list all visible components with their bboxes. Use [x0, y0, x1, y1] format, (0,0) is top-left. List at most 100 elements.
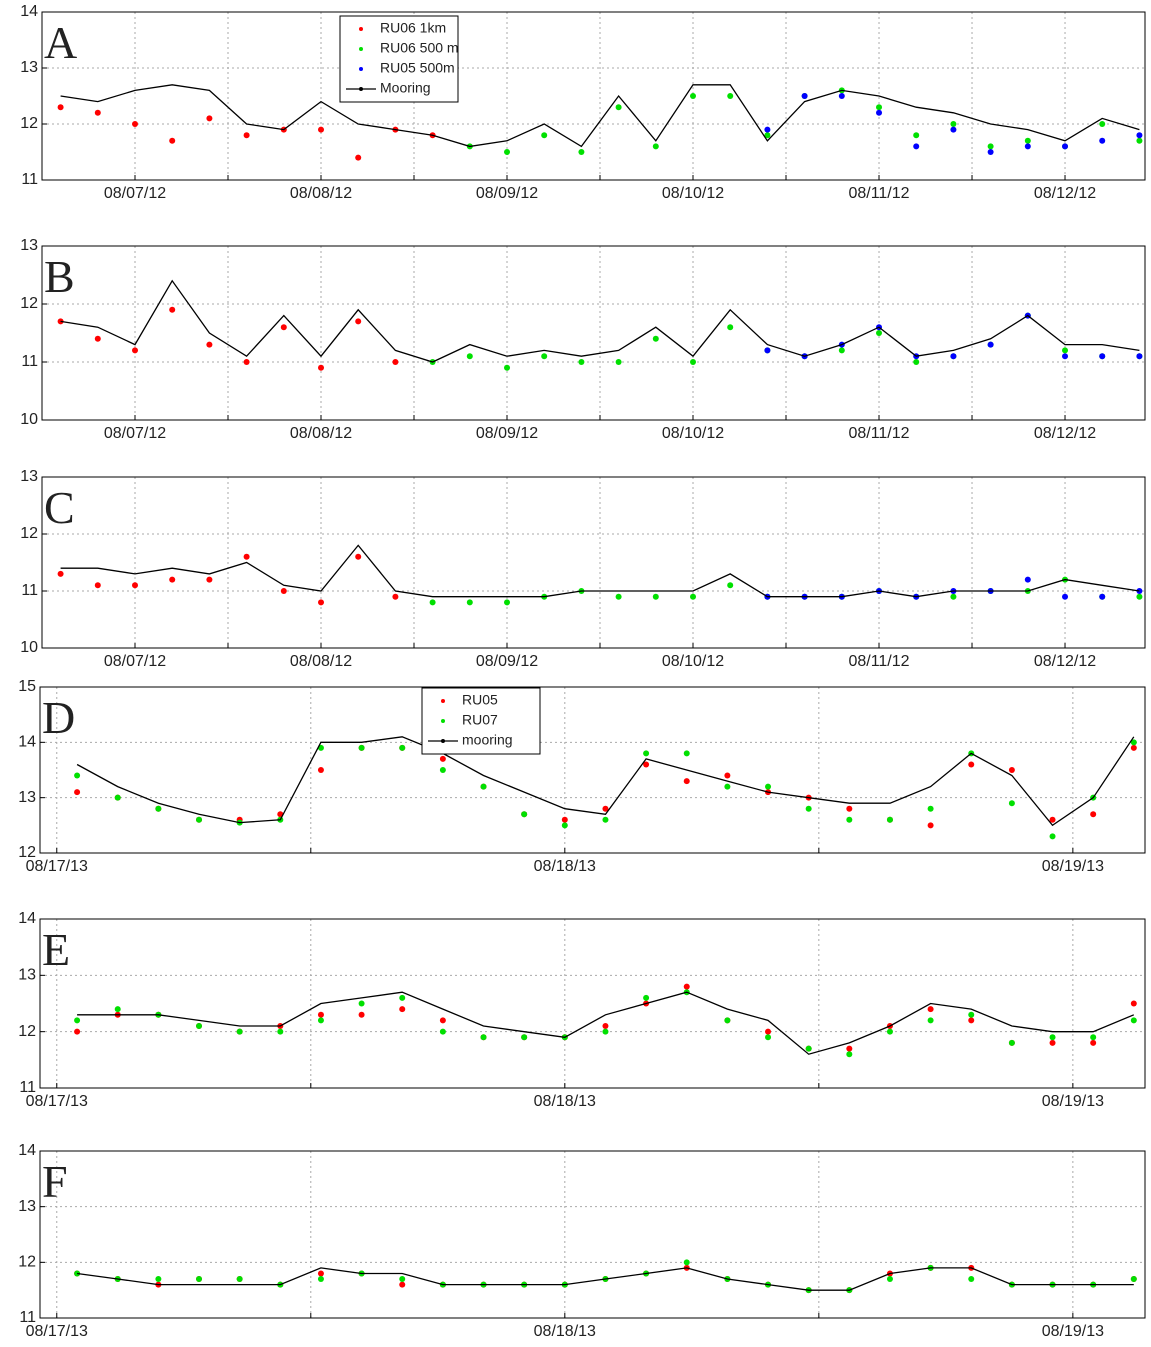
data-point [950, 353, 957, 360]
data-point [317, 1011, 324, 1018]
y-tick-label: 13 [20, 468, 38, 485]
legend-label: RU05 500m [380, 60, 455, 76]
data-point [1099, 593, 1106, 600]
x-tick-label: 08/08/12 [290, 185, 352, 202]
data-point [480, 783, 487, 790]
y-tick-label: 11 [21, 353, 38, 370]
x-tick-label: 08/09/12 [476, 653, 538, 670]
y-tick-label: 13 [20, 59, 38, 76]
data-point [1062, 347, 1069, 354]
data-point [1049, 816, 1056, 823]
data-point [196, 816, 203, 823]
panel: 10 11 12 13 08/07/12 08/08/12 08/09/12 08/10/12… [20, 237, 1146, 442]
x-tick-label: 08/17/13 [26, 1093, 88, 1110]
data-point [280, 588, 287, 594]
data-point [765, 1034, 772, 1041]
data-point [913, 132, 920, 139]
y-tick-label: 13 [18, 789, 36, 806]
data-point [690, 593, 697, 600]
data-point [94, 582, 101, 589]
panel: 11 12 13 14 08/17/13 08/18/13 08/19/13 F [18, 1142, 1146, 1340]
data-point [74, 789, 81, 796]
data-point [987, 143, 994, 150]
data-point [876, 104, 883, 111]
x-tick-label: 08/10/12 [662, 425, 724, 442]
mooring-line [76, 736, 1135, 827]
data-point [1090, 1034, 1097, 1041]
panel: 11 12 13 14 08/17/13 08/18/13 08/19/13 E [18, 910, 1146, 1110]
data-point [132, 582, 139, 589]
data-point [683, 983, 690, 990]
x-tick-label: 08/18/13 [534, 1323, 596, 1340]
data-point [1049, 1039, 1056, 1046]
x-tick-label: 08/18/13 [534, 1093, 596, 1110]
panel-label: E [42, 924, 70, 975]
y-tick-label: 12 [20, 295, 38, 312]
x-tick-label: 08/12/12 [1034, 185, 1096, 202]
data-point [392, 593, 399, 600]
mooring-line [60, 84, 1140, 148]
plot-frame [39, 918, 1146, 1089]
data-point [1008, 800, 1015, 807]
data-point [74, 1270, 81, 1277]
data-point [968, 761, 975, 768]
data-point [1099, 121, 1106, 127]
data-point [1049, 833, 1056, 840]
data-point [57, 570, 64, 577]
data-point [1024, 137, 1031, 144]
data-point [392, 359, 399, 365]
data-point [355, 154, 362, 161]
data-point [74, 1028, 81, 1035]
data-point [968, 1276, 975, 1283]
data-point [399, 1006, 406, 1013]
x-tick-label: 08/08/12 [290, 425, 352, 442]
mooring-line [77, 1267, 1134, 1291]
y-tick-label: 14 [18, 734, 36, 751]
data-point [683, 750, 690, 757]
x-tick-label: 08/19/13 [1042, 1093, 1104, 1110]
data-point [206, 576, 213, 583]
y-tick-label: 10 [20, 639, 38, 656]
data-point [466, 599, 473, 606]
x-tick-label: 08/12/12 [1034, 653, 1096, 670]
data-point [913, 359, 920, 365]
y-tick-label: 12 [18, 1254, 36, 1271]
data-point [950, 121, 957, 127]
data-point [1099, 137, 1106, 144]
legend-label: RU05 [462, 692, 498, 708]
data-point [155, 1276, 162, 1283]
data-point [805, 805, 812, 812]
plot-area [42, 246, 1145, 420]
data-point [317, 1276, 324, 1283]
data-point [196, 1276, 203, 1283]
mooring-line [60, 544, 1140, 598]
data-point [243, 553, 250, 560]
data-point [765, 783, 772, 790]
data-point [399, 744, 406, 751]
data-point [399, 1281, 406, 1288]
data-point [801, 93, 808, 99]
data-point [602, 816, 609, 823]
plot-area [42, 477, 1145, 648]
plot-area [40, 919, 1145, 1088]
panel: 12 13 14 15 08/17/13 08/18/13 08/19/13 D RU05 RU0… [18, 678, 1146, 875]
data-point [169, 137, 176, 144]
panel-label: C [44, 482, 75, 533]
x-tick-label: 08/08/12 [290, 653, 352, 670]
mooring-line [60, 279, 1140, 363]
data-point [1090, 1039, 1097, 1046]
data-point [318, 364, 325, 371]
y-tick-label: 14 [18, 910, 36, 927]
mooring-line [77, 991, 1135, 1055]
y-tick-label: 11 [21, 582, 38, 599]
data-point [846, 1045, 853, 1052]
data-point [358, 744, 365, 751]
data-point [987, 149, 994, 155]
x-tick-label: 08/19/13 [1042, 1323, 1104, 1340]
data-point [206, 115, 213, 122]
data-point [399, 994, 406, 1001]
data-point [724, 1017, 731, 1024]
data-point [1136, 593, 1143, 600]
panel: 10 11 12 13 08/07/12 08/08/12 08/09/12 08/10/12… [20, 468, 1146, 670]
